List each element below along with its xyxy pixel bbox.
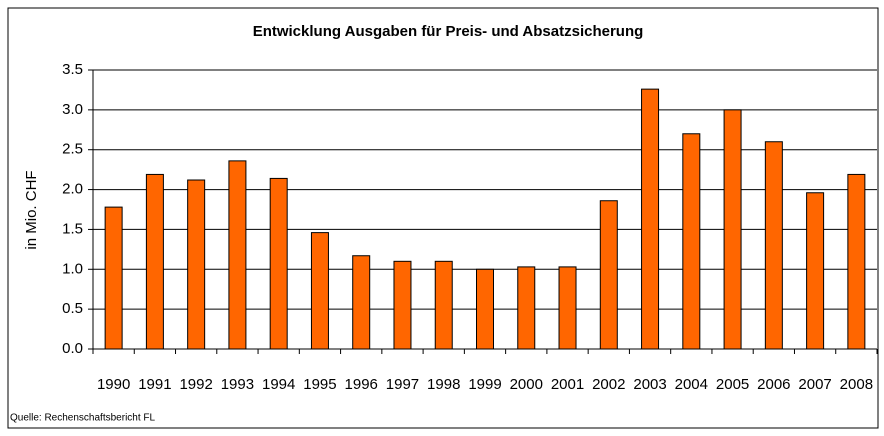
bar bbox=[145, 173, 164, 350]
bar bbox=[352, 255, 371, 350]
bar bbox=[310, 232, 329, 350]
y-tick-label: 1.0 bbox=[62, 260, 83, 277]
bar bbox=[558, 266, 577, 350]
chart-title: Entwicklung Ausgaben für Preis- und Absa… bbox=[253, 23, 644, 40]
bar bbox=[393, 260, 412, 350]
bar bbox=[599, 200, 618, 350]
bar bbox=[723, 109, 742, 350]
bar bbox=[476, 268, 494, 350]
x-tick-label: 1996 bbox=[345, 376, 378, 393]
bar bbox=[682, 133, 701, 350]
bar bbox=[269, 177, 288, 350]
y-tick-label: 0.0 bbox=[62, 340, 83, 357]
x-tick-label: 1997 bbox=[386, 376, 419, 393]
x-tick-label: 2004 bbox=[675, 376, 708, 393]
x-tick-label: 2008 bbox=[840, 376, 873, 393]
x-tick-label: 2003 bbox=[633, 376, 666, 393]
bar bbox=[228, 160, 247, 350]
x-tick-label: 1998 bbox=[427, 376, 460, 393]
y-axis-label: in Mio. CHF bbox=[23, 170, 40, 249]
y-tick-label: 2.5 bbox=[62, 141, 83, 158]
x-tick-label: 2006 bbox=[757, 376, 790, 393]
bar bbox=[517, 266, 536, 350]
x-tick-label: 1995 bbox=[303, 376, 336, 393]
x-tick-label: 2000 bbox=[510, 376, 543, 393]
bar bbox=[806, 192, 825, 350]
bar bbox=[104, 206, 123, 350]
y-tick-label: 0.5 bbox=[62, 300, 83, 317]
y-tick-label: 2.0 bbox=[62, 181, 83, 198]
x-tick-label: 2002 bbox=[592, 376, 625, 393]
x-tick-label: 1994 bbox=[262, 376, 295, 393]
x-tick-label: 2005 bbox=[716, 376, 749, 393]
source-note: Quelle: Rechenschaftsbericht FL bbox=[10, 413, 156, 424]
bar bbox=[641, 88, 660, 350]
x-tick-label: 1990 bbox=[97, 376, 130, 393]
x-tick-label: 1992 bbox=[179, 376, 212, 393]
x-tick-label: 1991 bbox=[138, 376, 171, 393]
y-tick-label: 3.5 bbox=[62, 61, 83, 78]
bar bbox=[764, 141, 783, 350]
bar bbox=[434, 260, 453, 350]
x-tick-label: 1993 bbox=[221, 376, 254, 393]
x-tick-label: 1999 bbox=[468, 376, 501, 393]
y-tick-label: 1.5 bbox=[62, 220, 83, 237]
x-tick-label: 2001 bbox=[551, 376, 584, 393]
chart-border bbox=[7, 7, 879, 429]
bar bbox=[187, 179, 206, 350]
bar bbox=[847, 173, 866, 350]
y-tick-label: 3.0 bbox=[62, 101, 83, 118]
x-tick-label: 2007 bbox=[798, 376, 831, 393]
